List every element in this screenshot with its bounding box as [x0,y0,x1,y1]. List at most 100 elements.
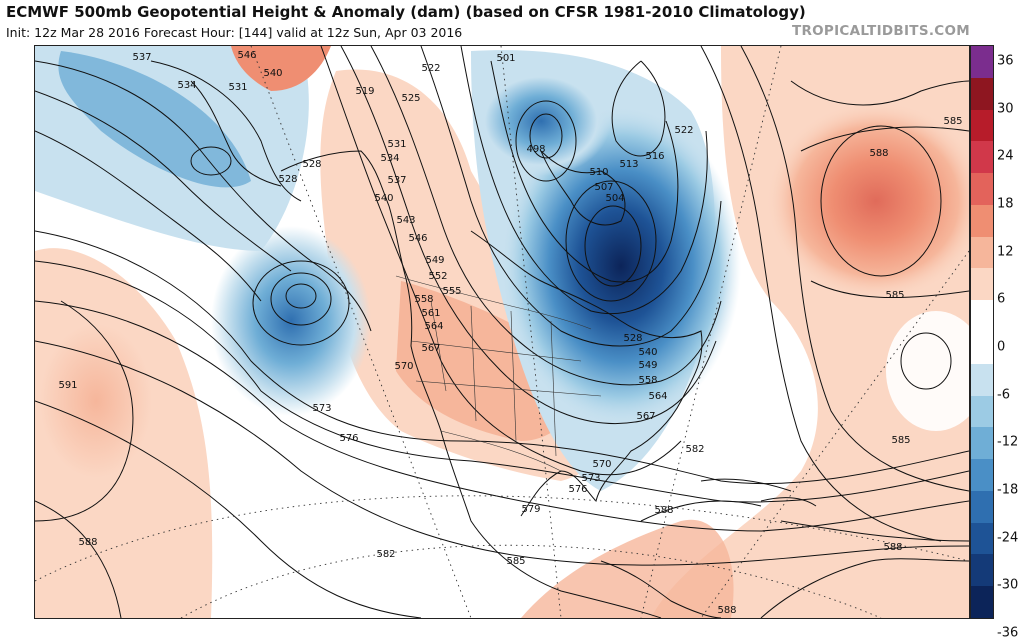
anomaly-map: 537 534 531 546 540 519 522 525 501 528 528 531 534 5… [34,45,970,619]
anomaly-arctic-blue [471,66,611,176]
state-borders [395,275,602,472]
contour-label: 588 [717,605,736,616]
contour-label: 570 [394,361,413,372]
anomaly-west-pacific-core [35,291,176,511]
contour-label: 570 [592,459,611,470]
colorbar-segment [971,236,993,270]
contour-label: 564 [424,321,443,332]
contour-line [285,283,317,309]
contour-label: 585 [885,290,904,301]
colorbar-tick-label: 18 [997,196,1014,212]
contour-line [565,180,657,302]
colorbar-segment [971,77,993,111]
contour-label: 525 [401,93,420,104]
longitude-line [640,46,782,618]
longitude-line [500,46,562,618]
contour-line [35,340,969,566]
anomaly-colorbar [970,45,994,619]
site-credit: TROPICALTIDBITS.COM [791,23,970,39]
contour-label: 567 [636,411,655,422]
contour-line [584,205,642,287]
contour-label: 531 [228,82,247,93]
contour-line [700,46,942,542]
contour-line [460,46,708,315]
contour-label: 504 [605,193,624,204]
colorbar-tick-label: -12 [997,434,1019,450]
contour-line [790,80,969,106]
contour-label: 546 [408,233,427,244]
contour-label: 549 [638,360,657,371]
contour-line [370,46,722,386]
contour-line [515,100,577,182]
contour-label: 540 [638,347,657,358]
contour-label: 507 [594,182,613,193]
contour-line [35,130,262,302]
coastline-east-north-america [470,230,703,517]
contour-label: 591 [58,380,77,391]
colorbar-segment [971,395,993,428]
contour-label: 573 [581,473,600,484]
contour-line [35,400,422,618]
contour-label: 522 [674,125,693,136]
colorbar-segment [971,109,993,142]
colorbar-segment [971,204,993,238]
border-line [415,380,602,397]
map-subtitle: Init: 12z Mar 28 2016 Forecast Hour: [14… [6,25,463,40]
colorbar-segment [971,427,993,460]
contour-label: 534 [177,80,196,91]
contour-line [35,60,372,332]
border-line [430,300,447,392]
anomaly-atlantic-clear [886,311,969,431]
contour-label: 540 [263,68,282,79]
colorbar-segment [971,300,993,333]
contour-label: 576 [339,433,358,444]
colorbar-segment [971,363,993,397]
contour-label: 558 [414,294,433,305]
contour-line [270,272,332,326]
colorbar-segment [971,459,993,492]
contour-label: 510 [589,167,608,178]
coastline-south-america [760,558,969,618]
latitude-line [180,544,882,618]
colorbar-tick-label: 0 [997,339,1006,355]
contour-line [800,126,969,152]
contour-label: 543 [396,215,415,226]
colorbar-tick-label: 12 [997,244,1014,260]
contour-line [529,113,563,159]
colorbar-segment [971,332,993,365]
contour-label: 537 [132,52,151,63]
contour-line [35,300,134,522]
colorbar-tick-label: 30 [997,101,1014,117]
contour-line [340,46,717,425]
colorbar-tick-label: -6 [997,387,1010,403]
contour-label: 513 [619,159,638,170]
contour-label: 588 [883,542,902,553]
contour-label: 498 [526,144,545,155]
graticule [35,46,969,618]
anomaly-west-positive-core [396,281,578,441]
contour-line [820,125,942,277]
contour-line [900,332,952,390]
contour-label: 567 [421,343,440,354]
contour-label: 561 [421,308,440,319]
colorbar-tick-label: 6 [997,291,1006,307]
colorbar-segment [971,268,993,301]
contour-label: 519 [355,86,374,97]
coastline-hudson-bay [540,150,626,226]
coastline-greenland [611,60,666,157]
contour-line [640,500,762,522]
colorbar-tick-label: 24 [997,148,1014,164]
contour-line [420,46,722,347]
coastline-west-north-america [280,150,662,618]
contour-line [740,46,969,492]
colorbar-segment [971,522,993,556]
border-canada-us [395,275,592,330]
anomaly-shading [35,46,969,618]
contour-label: 531 [387,139,406,150]
border-line [470,305,477,422]
contour-line [190,80,282,187]
contour-label: 582 [376,549,395,560]
contour-line [252,260,350,346]
contour-line [150,60,302,202]
anomaly-pacific-low [211,226,371,416]
